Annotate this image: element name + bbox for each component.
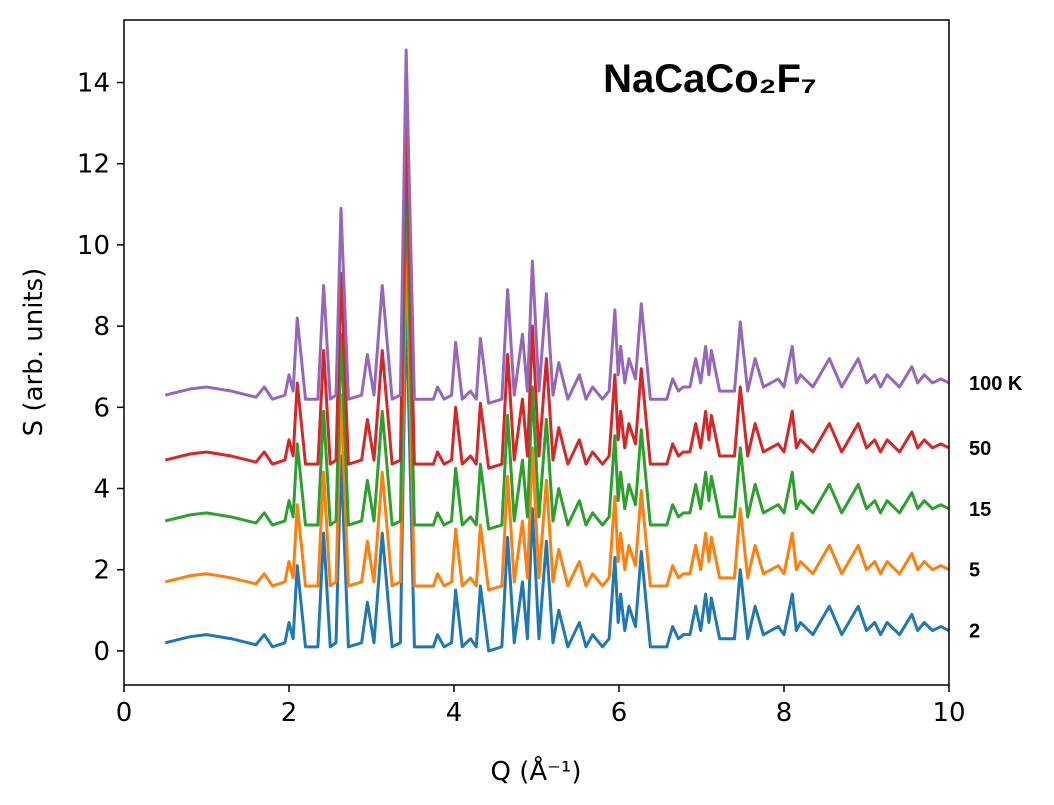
x-tick-label: 8 xyxy=(776,698,793,728)
y-tick-label: 8 xyxy=(93,312,110,342)
y-tick-label: 4 xyxy=(93,475,110,505)
y-axis-label: S (arb. units) xyxy=(19,268,49,437)
y-tick-label: 12 xyxy=(77,150,110,180)
chart-title: NaCaCo₂F₇ xyxy=(603,57,817,101)
y-tick-label: 2 xyxy=(93,556,110,586)
x-tick-label: 0 xyxy=(116,698,133,728)
series-line xyxy=(164,296,950,653)
series-label: 100 K xyxy=(969,373,1023,395)
series-label: 2 xyxy=(969,621,980,643)
series-label: 15 xyxy=(969,499,991,521)
series-line xyxy=(164,235,950,592)
y-tick-label: 14 xyxy=(77,69,110,99)
x-tick-label: 6 xyxy=(611,698,628,728)
series-line xyxy=(164,174,950,531)
x-axis-label: Q (Å⁻¹) xyxy=(491,755,582,787)
x-tick-label: 4 xyxy=(446,698,463,728)
plot-frame xyxy=(123,19,950,686)
x-tick-label: 10 xyxy=(932,698,965,728)
y-tick-label: 0 xyxy=(93,637,110,667)
series-label: 5 xyxy=(969,560,980,582)
x-tick-label: 2 xyxy=(281,698,298,728)
series-label: 50 xyxy=(969,438,991,460)
series-line xyxy=(164,113,950,470)
y-tick-label: 6 xyxy=(93,393,110,423)
y-tick-label: 10 xyxy=(77,231,110,261)
series-line xyxy=(164,48,950,405)
